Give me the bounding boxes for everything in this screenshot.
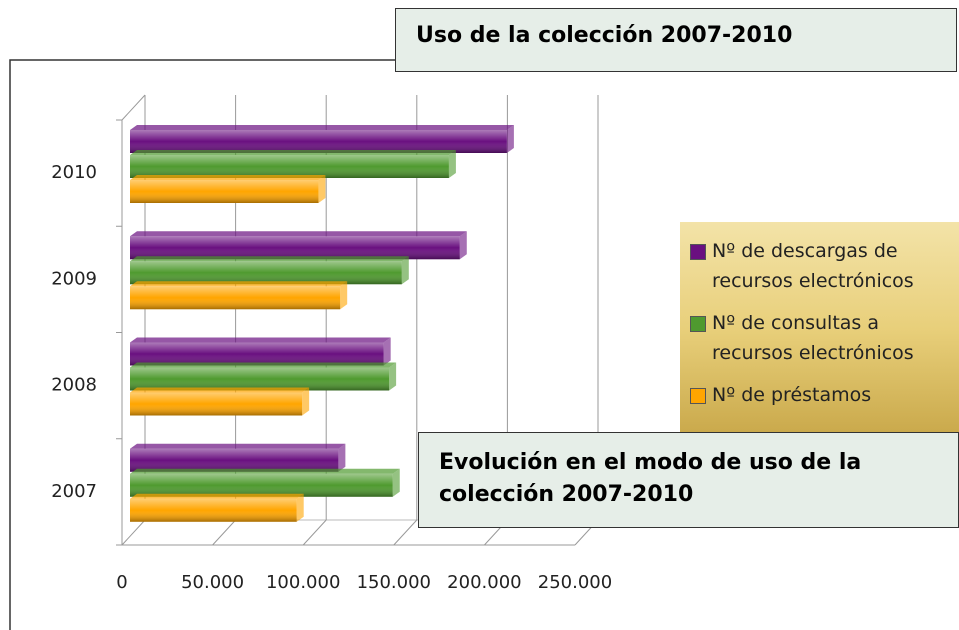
grid-line [302, 519, 327, 546]
legend-entry: Nº de consultas a recursos electrónicos [690, 308, 953, 368]
chart-border [9, 59, 395, 630]
legend-entry: Nº de préstamos [690, 380, 953, 410]
bar-side [506, 125, 514, 153]
bar-top [130, 256, 409, 262]
legend-label: Nº de préstamos [712, 384, 872, 406]
annotation: Evolución en el modo de uso de la colecc… [418, 432, 959, 528]
legend-swatch [690, 388, 706, 404]
bar-top [130, 125, 514, 130]
y-tick-label: 2007 [51, 481, 97, 502]
bar-shade [130, 473, 393, 497]
bar-top [130, 493, 304, 499]
bar-top [130, 337, 391, 343]
bar-shade [130, 498, 297, 522]
plot: 0 50.000 100.000 150.000 200.000 250.000 2007 2… [51, 94, 612, 593]
bar-side [389, 362, 397, 391]
legend-swatch [690, 316, 706, 332]
legend-label: Nº de descargas de recursos electrónicos [712, 240, 914, 292]
bar-side [302, 387, 310, 416]
bar-shade [130, 286, 341, 310]
bar-top [130, 468, 400, 474]
bar-side [459, 231, 467, 260]
bar-shade [130, 155, 449, 178]
bar-shade [130, 342, 384, 366]
bar-shade [130, 261, 402, 285]
y-tick-label: 2008 [51, 375, 97, 396]
bar-top [130, 150, 456, 155]
bar-top [130, 387, 310, 393]
bar-shade [130, 448, 339, 472]
chart-title: Uso de la colección 2007-2010 [395, 8, 957, 72]
legend: Nº de descargas de recursos electrónicos… [680, 222, 959, 437]
bar-side [448, 150, 456, 178]
x-tick-label: 0 [116, 572, 127, 593]
bar-shade [130, 180, 319, 203]
x-tick-label: 200.000 [447, 572, 521, 593]
bar-side [340, 281, 348, 310]
bar-top [130, 281, 348, 287]
bar-side [401, 256, 409, 285]
bar-side [383, 337, 391, 366]
bar-shade [130, 130, 507, 153]
x-tick-label: 150.000 [357, 572, 431, 593]
bar-side [318, 175, 326, 203]
bar-top [130, 175, 326, 180]
grid-line [121, 519, 146, 546]
bar-side [338, 443, 346, 472]
y-tick-label: 2010 [51, 162, 97, 183]
bar-shade [130, 367, 390, 391]
bar-shade [130, 392, 303, 416]
x-tick-label: 250.000 [538, 572, 612, 593]
y-tick-label: 2009 [51, 268, 97, 289]
bar-top [130, 362, 397, 368]
bar-top [130, 443, 346, 449]
grid-line [212, 519, 236, 546]
legend-swatch [690, 244, 706, 260]
legend-label: Nº de consultas a recursos electrónicos [712, 312, 914, 364]
legend-entry: Nº de descargas de recursos electrónicos [690, 236, 953, 296]
bar-side [296, 493, 304, 522]
bar-side [392, 468, 400, 497]
bar-shade [130, 236, 460, 260]
x-tick-label: 100.000 [266, 572, 340, 593]
axis-wall [121, 94, 146, 121]
grid-line [393, 519, 418, 546]
x-tick-label: 50.000 [181, 572, 244, 593]
bar-top [130, 231, 467, 237]
